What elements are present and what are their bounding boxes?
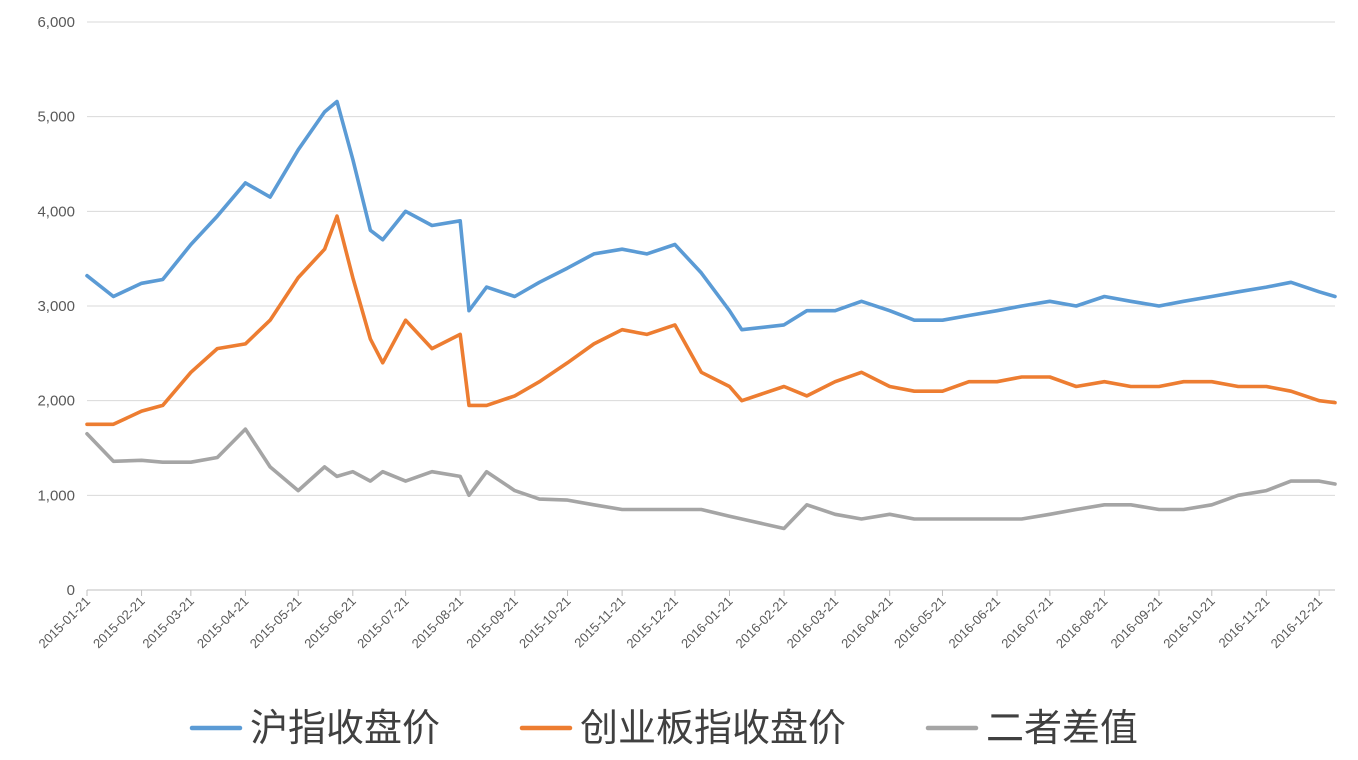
- x-tick-label: 2015-12-21: [623, 594, 681, 652]
- legend-label: 创业板指收盘价: [580, 706, 846, 750]
- x-tick-label: 2016-06-21: [946, 594, 1004, 652]
- legend-label: 二者差值: [986, 706, 1138, 750]
- x-tick-label: 2015-11-21: [571, 594, 628, 651]
- x-tick-label: 2016-09-21: [1107, 594, 1165, 652]
- x-tick-label: 2016-10-21: [1160, 594, 1218, 652]
- y-tick-label: 0: [67, 582, 75, 599]
- y-tick-label: 5,000: [37, 109, 75, 126]
- x-tick-label: 2015-04-21: [194, 594, 252, 652]
- x-tick-label: 2016-11-21: [1216, 594, 1273, 651]
- x-tick-label: 2015-01-21: [35, 594, 93, 652]
- x-tick-label: 2015-02-21: [90, 594, 148, 652]
- series-lines: [85, 99, 1337, 531]
- x-tick-label: 2016-01-21: [678, 594, 736, 652]
- x-axis-tick-labels: 2015-01-212015-02-212015-03-212015-04-21…: [35, 594, 1325, 652]
- x-tick-label: 2016-04-21: [838, 594, 896, 652]
- x-axis: [86, 589, 1335, 596]
- x-tick-label: 2015-07-21: [354, 594, 412, 652]
- series-line-3: [85, 427, 1337, 531]
- x-tick-label: 2015-05-21: [247, 594, 305, 652]
- legend: 沪指收盘价 创业板指收盘价 二者差值: [189, 706, 1138, 750]
- y-tick-label: 6,000: [37, 14, 75, 31]
- x-tick-label: 2016-05-21: [891, 594, 949, 652]
- legend-item-3: 二者差值: [925, 706, 1138, 750]
- x-tick-label: 2016-07-21: [998, 594, 1056, 652]
- y-tick-label: 2,000: [37, 393, 75, 410]
- x-tick-label: 2016-02-21: [733, 594, 791, 652]
- y-tick-label: 4,000: [37, 203, 75, 220]
- x-tick-label: 2015-03-21: [139, 594, 197, 652]
- gridlines: [87, 21, 1335, 496]
- legend-item-1: 沪指收盘价: [189, 706, 440, 750]
- x-tick-label: 2015-09-21: [463, 594, 521, 652]
- x-tick-label: 2016-08-21: [1053, 594, 1111, 652]
- y-axis-tick-labels: 0 1,000 2,000 3,000 4,000 5,000 6,000: [37, 14, 75, 599]
- x-tick-label: 2016-12-21: [1268, 594, 1326, 652]
- legend-label: 沪指收盘价: [250, 706, 440, 750]
- x-tick-label: 2015-08-21: [409, 594, 467, 652]
- y-tick-label: 3,000: [37, 298, 75, 315]
- series-line-1: [85, 99, 1337, 332]
- x-tick-label: 2015-10-21: [516, 594, 574, 652]
- x-tick-label: 2016-03-21: [784, 594, 842, 652]
- x-tick-label: 2015-06-21: [301, 594, 359, 652]
- y-tick-label: 1,000: [37, 487, 75, 504]
- legend-item-2: 创业板指收盘价: [519, 706, 846, 750]
- series-line-2: [85, 214, 1337, 427]
